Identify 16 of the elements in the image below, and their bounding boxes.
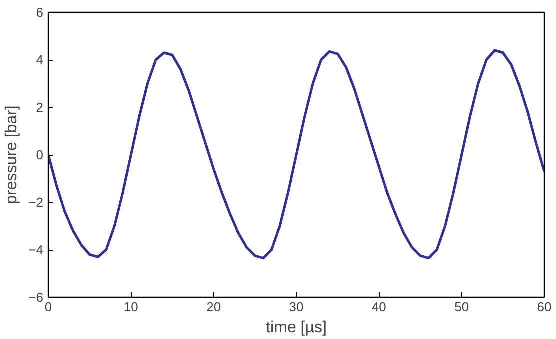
line-series	[48, 49, 544, 260]
x-tick-label: 60	[537, 300, 552, 314]
x-tick-label: 20	[206, 300, 222, 314]
x-tick-label: 40	[372, 300, 386, 314]
y-tick-label: 6	[36, 5, 44, 20]
y-tick-label: 2	[36, 100, 44, 115]
y-tick-label: −6	[28, 290, 44, 305]
y-tick-label: 4	[36, 52, 44, 68]
x-tick-label: 30	[289, 300, 304, 314]
y-tick-label: 0	[36, 148, 44, 162]
y-tick-label: −4	[28, 242, 44, 258]
x-axis-title: time [µs]	[266, 320, 327, 336]
y-tick-label: −2	[28, 195, 44, 210]
y-axis-title: pressure [bar]	[4, 106, 21, 204]
x-tick-label: 50	[454, 300, 470, 314]
x-tick-label: 10	[124, 300, 138, 314]
